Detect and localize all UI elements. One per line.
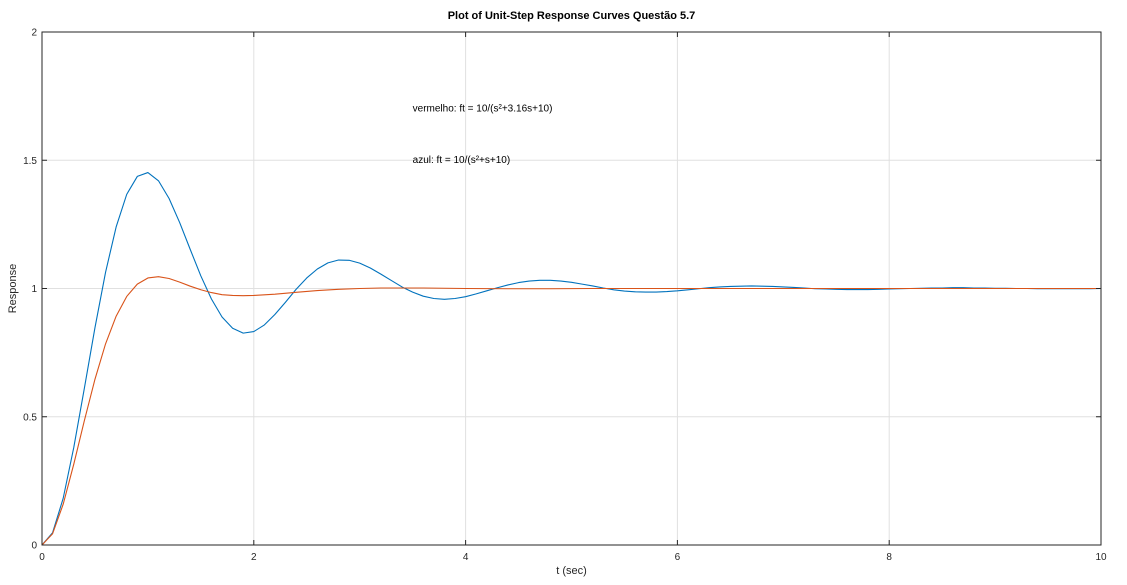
y-tick-label: 0 <box>31 541 37 552</box>
x-tick-label: 6 <box>675 552 681 563</box>
y-tick-label: 1 <box>31 284 37 295</box>
y-tick-label: 1.5 <box>23 156 37 167</box>
x-tick-label: 10 <box>1095 552 1107 563</box>
y-tick-label: 0.5 <box>23 412 37 423</box>
series-line-red <box>41 276 1101 546</box>
series-group <box>41 172 1102 546</box>
x-tick-label: 8 <box>886 552 892 563</box>
annotation-vermelho: vermelho: ft = 10/(s²+3.16s+10) <box>413 104 553 115</box>
y-tick-label: 2 <box>31 28 37 39</box>
x-tick-label: 4 <box>463 552 469 563</box>
tick-labels: 0 2 4 6 8 10 0 0.5 1 1.5 2 <box>23 28 1107 564</box>
x-axis-label: t (sec) <box>556 565 587 577</box>
y-axis-label: Response <box>7 264 19 314</box>
x-tick-label: 2 <box>251 552 257 563</box>
ticks <box>41 31 1102 546</box>
chart-title: Plot of Unit-Step Response Curves Questã… <box>448 10 696 22</box>
annotation-azul: azul: ft = 10/(s²+s+10) <box>413 155 511 166</box>
x-tick-label: 0 <box>39 552 45 563</box>
